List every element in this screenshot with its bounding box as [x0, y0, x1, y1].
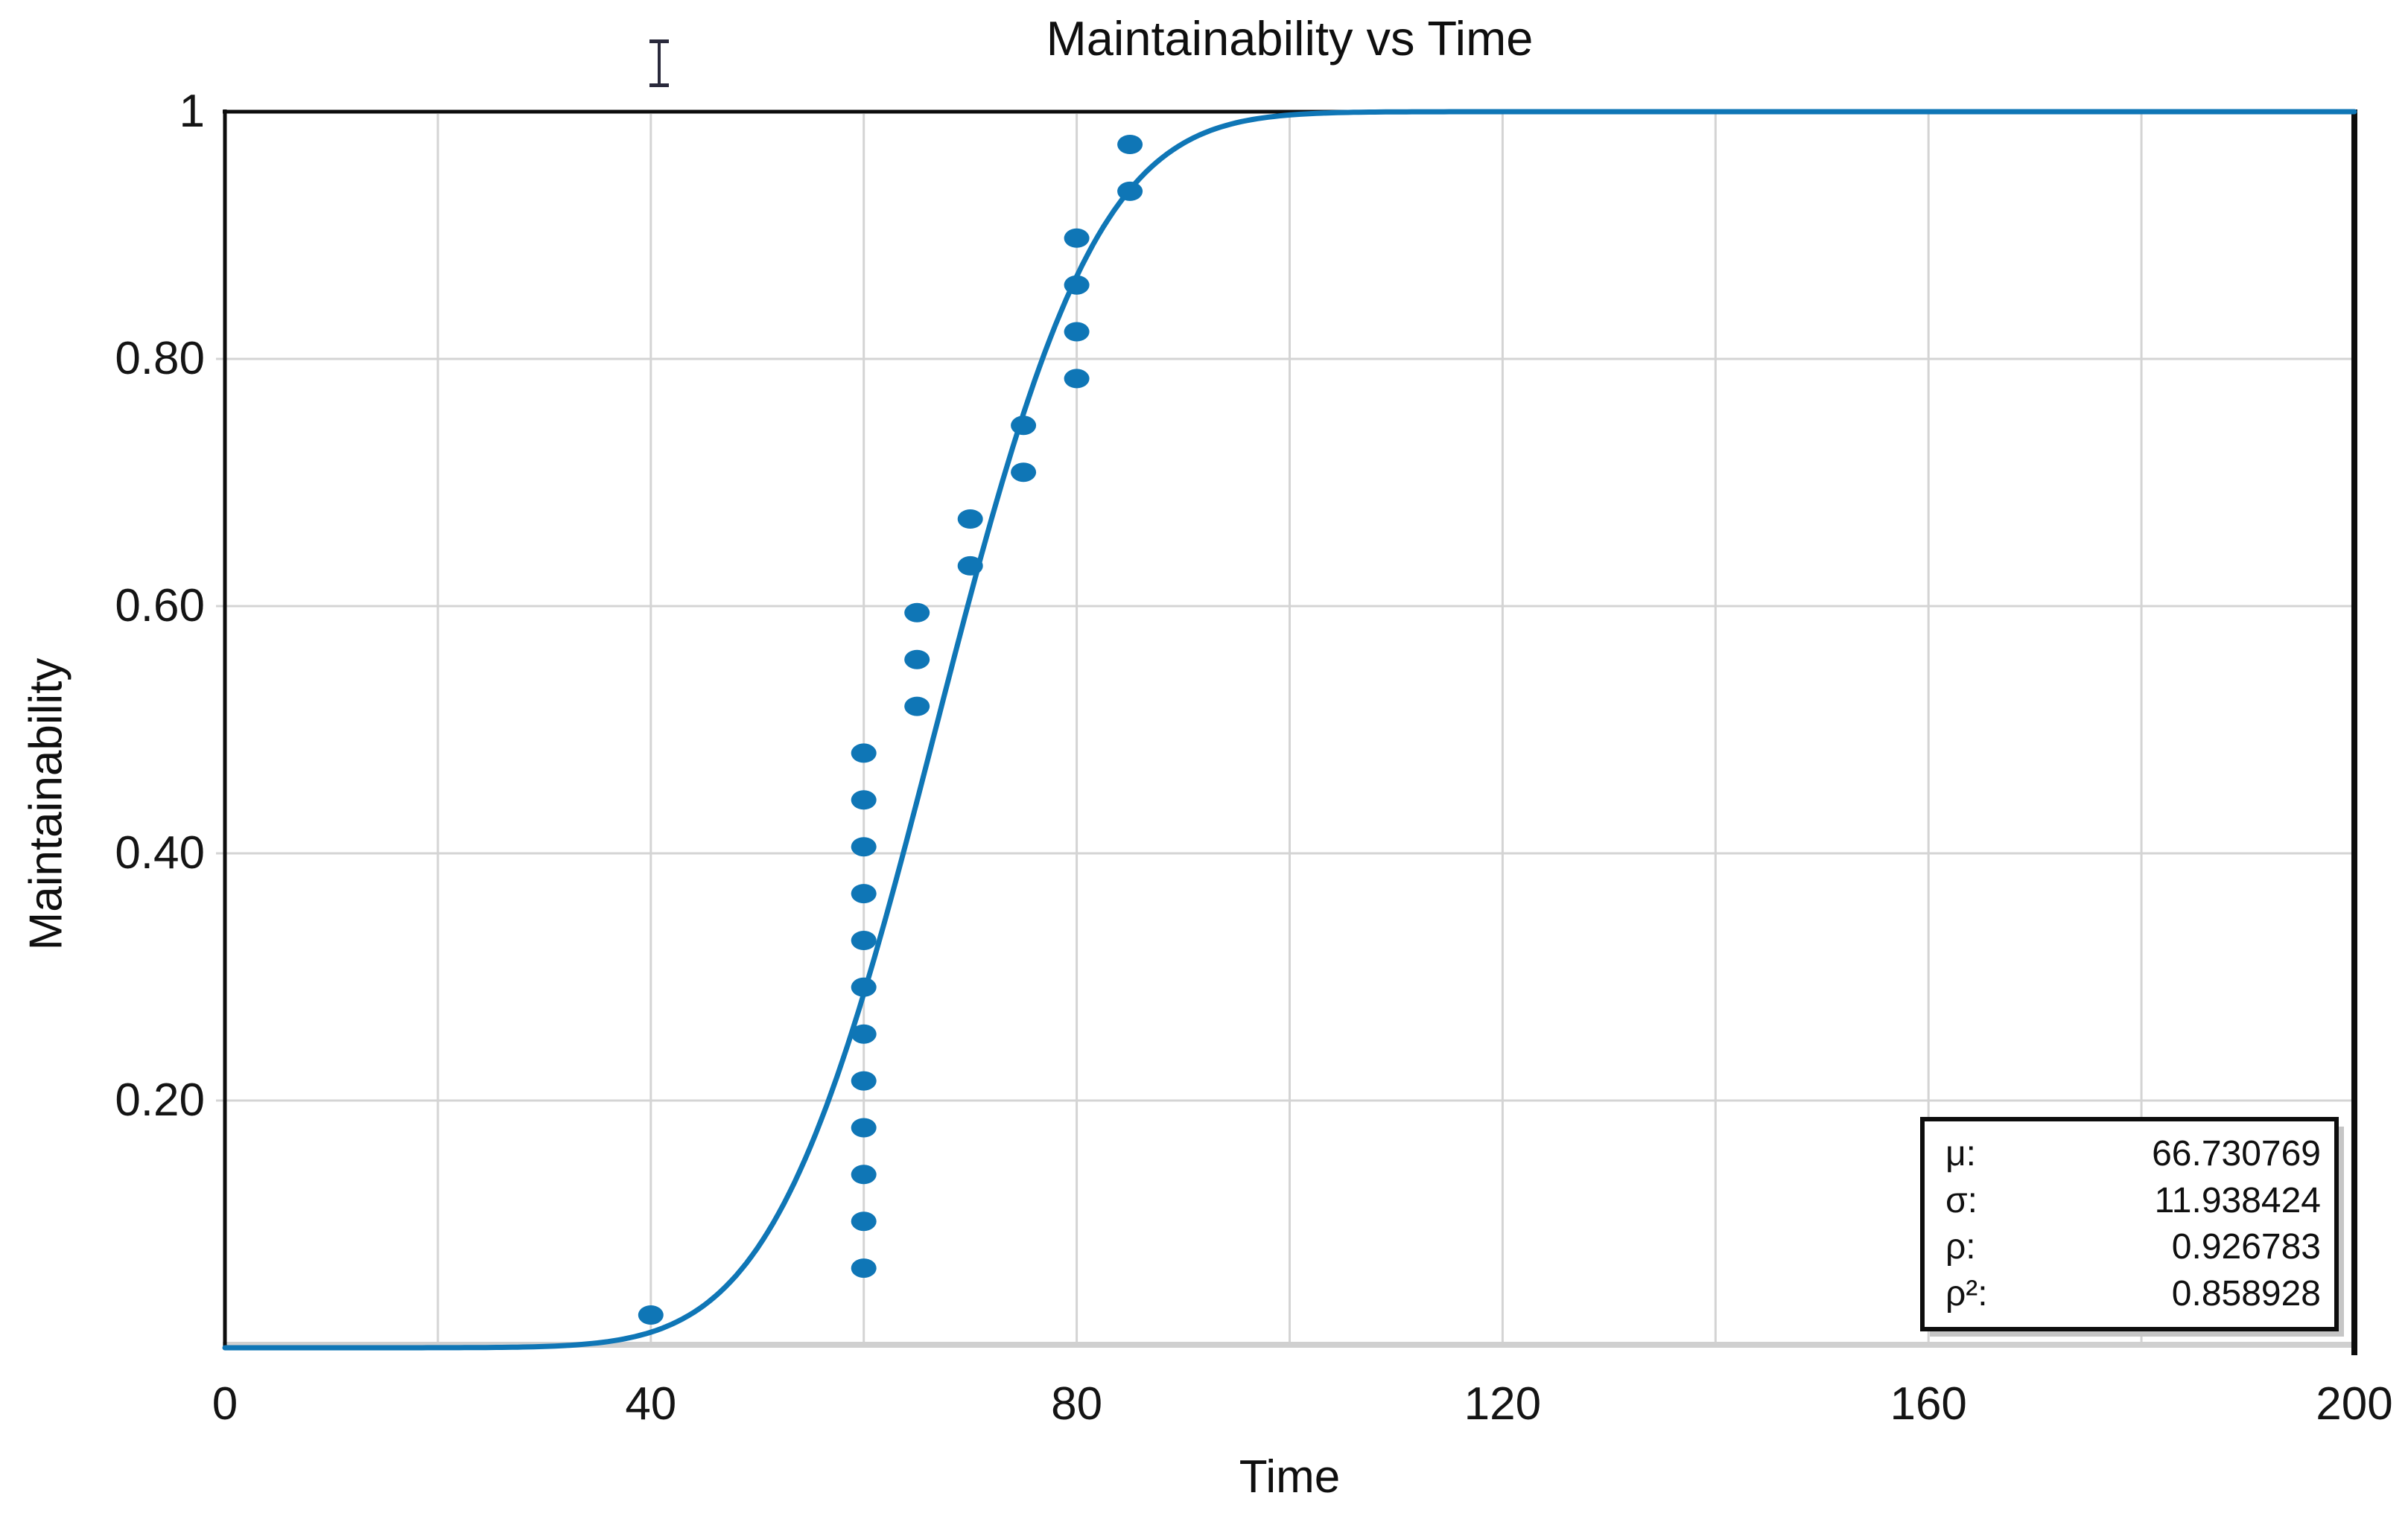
stat-label: μ: — [1945, 1134, 1976, 1174]
data-point — [851, 931, 877, 950]
data-point — [1011, 415, 1037, 436]
x-tick-label: 200 — [2316, 1378, 2393, 1430]
data-point — [851, 884, 877, 904]
data-point — [851, 977, 877, 997]
data-point — [851, 1258, 877, 1279]
data-point — [904, 602, 930, 623]
data-point — [1064, 322, 1090, 342]
data-point — [851, 837, 877, 857]
y-tick-label: 0.60 — [115, 580, 205, 631]
data-point — [851, 743, 877, 763]
data-point — [1064, 369, 1090, 389]
data-point — [904, 696, 930, 716]
stat-value: 11.938424 — [2154, 1180, 2321, 1220]
chart-title: Maintainability vs Time — [1046, 11, 1534, 66]
data-point — [638, 1305, 664, 1325]
data-point — [904, 649, 930, 669]
stat-label: ρ²: — [1945, 1273, 1988, 1314]
data-point — [1064, 275, 1090, 295]
y-tick-label: 0.80 — [115, 333, 205, 384]
ibeam-bottom-serif — [649, 83, 669, 87]
data-point — [1117, 181, 1143, 201]
x-tick-label: 160 — [1890, 1378, 1967, 1430]
x-tick-label: 0 — [212, 1378, 238, 1430]
ibeam-top-serif — [649, 39, 669, 43]
fit-curve — [222, 109, 2357, 1351]
data-point — [1064, 228, 1090, 248]
ibeam-stem — [658, 42, 661, 85]
data-point — [851, 1071, 877, 1091]
stat-label: ρ: — [1945, 1227, 1976, 1267]
data-point — [957, 555, 983, 576]
stat-value: 0.858928 — [2171, 1273, 2321, 1314]
stat-row: σ: 11.938424 — [1945, 1180, 2321, 1220]
data-point — [851, 1165, 877, 1185]
fit-stats-box: μ: 66.730769 σ: 11.938424 ρ: 0.926783 ρ²: 0.858… — [1920, 1117, 2339, 1331]
stat-value: 0.926783 — [2171, 1227, 2321, 1267]
data-point — [851, 1024, 877, 1044]
data-point — [957, 509, 983, 529]
stat-row: μ: 66.730769 — [1945, 1136, 2321, 1172]
data-point — [851, 1118, 877, 1138]
data-point — [851, 790, 877, 810]
x-tick-label: 120 — [1464, 1378, 1542, 1430]
data-point — [1117, 135, 1143, 154]
stat-row: ρ²: 0.858928 — [1945, 1276, 2321, 1312]
data-point — [851, 1211, 877, 1232]
x-axis-label: Time — [1239, 1451, 1341, 1503]
y-tick-label: 0.20 — [115, 1074, 205, 1126]
stat-row: ρ: 0.926783 — [1945, 1229, 2321, 1265]
x-tick-label: 80 — [1051, 1378, 1103, 1430]
text-cursor-ibeam — [648, 39, 670, 87]
y-tick-label: 1 — [179, 86, 205, 137]
stat-label: σ: — [1945, 1180, 1977, 1220]
y-tick-label: 0.40 — [115, 827, 205, 879]
x-tick-label: 40 — [625, 1378, 677, 1430]
data-point — [1011, 462, 1037, 483]
stat-value: 66.730769 — [2152, 1134, 2321, 1174]
